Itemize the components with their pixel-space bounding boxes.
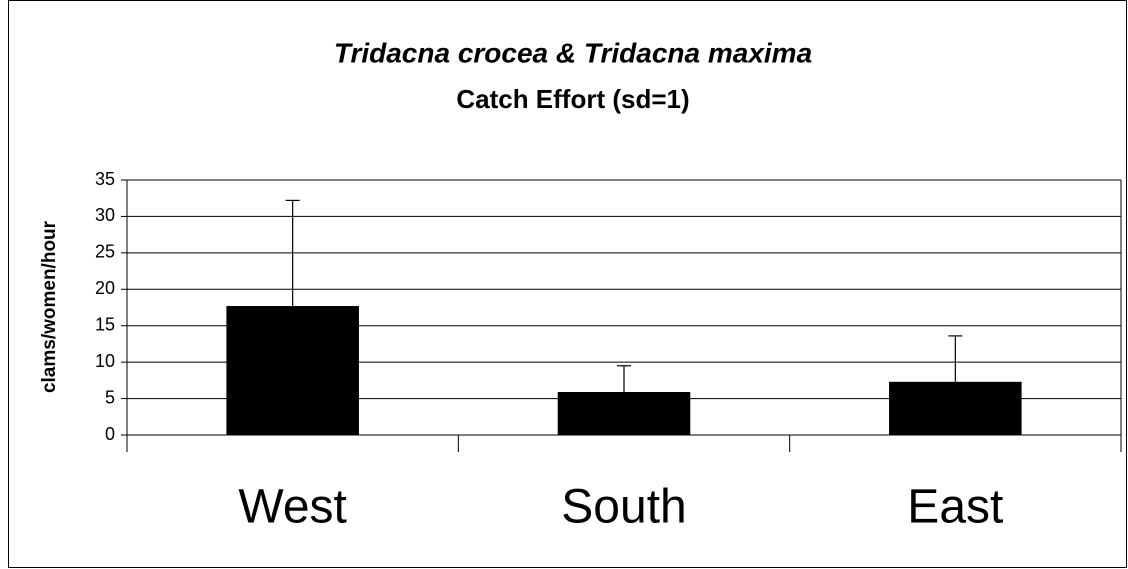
x-tick-label: East bbox=[907, 481, 1003, 534]
y-tick-label: 5 bbox=[105, 387, 115, 407]
y-axis-label: clams/women/hour bbox=[39, 220, 60, 393]
y-tick-label: 15 bbox=[95, 314, 115, 334]
error-bar bbox=[948, 335, 963, 382]
y-tick-label: 30 bbox=[95, 205, 115, 225]
y-tick-label: 20 bbox=[95, 278, 115, 298]
chart-title: Tridacna crocea & Tridacna maxima bbox=[334, 37, 812, 68]
chart-frame bbox=[8, 0, 1127, 568]
bar bbox=[557, 392, 691, 435]
y-tick-label: 35 bbox=[95, 169, 115, 189]
x-tick-label: West bbox=[238, 481, 346, 534]
chart-subtitle: Catch Effort (sd=1) bbox=[456, 84, 689, 114]
y-tick-label: 0 bbox=[105, 424, 115, 444]
bar bbox=[226, 306, 359, 435]
x-tick-label: South bbox=[561, 481, 686, 534]
error-bar bbox=[617, 365, 631, 393]
y-tick-label: 10 bbox=[95, 351, 115, 371]
error-bar bbox=[285, 199, 300, 307]
bar bbox=[889, 381, 1022, 435]
y-tick-label: 25 bbox=[95, 242, 115, 262]
